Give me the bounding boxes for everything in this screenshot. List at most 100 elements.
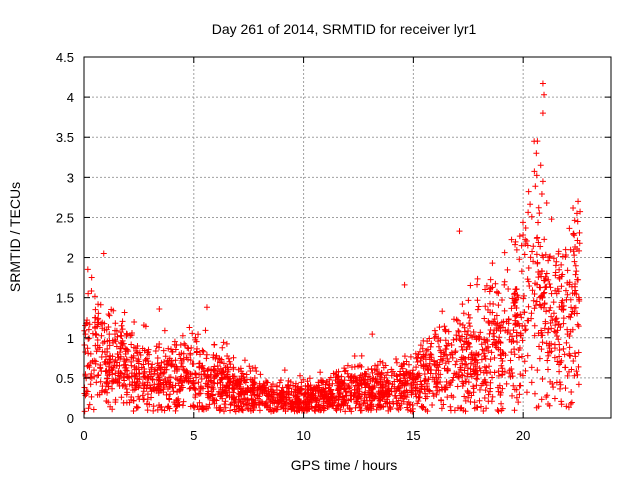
data-point (474, 306, 481, 313)
data-point (465, 354, 472, 361)
data-point (570, 205, 577, 212)
data-point (521, 358, 528, 365)
data-point (298, 407, 305, 414)
data-point (104, 372, 111, 379)
data-point (531, 332, 538, 339)
data-point (501, 368, 508, 375)
data-point (517, 330, 524, 337)
data-point (178, 357, 185, 364)
data-point (522, 367, 529, 374)
data-point (123, 391, 130, 398)
data-point (442, 337, 449, 344)
data-point (213, 372, 220, 379)
data-point (462, 361, 469, 368)
data-point (447, 403, 454, 410)
data-point (409, 370, 416, 377)
data-point (354, 395, 361, 402)
data-point (180, 366, 187, 373)
data-point (505, 316, 512, 323)
data-point (94, 372, 101, 379)
data-point (388, 372, 395, 379)
data-point (346, 404, 353, 411)
data-point (556, 353, 563, 360)
data-point (160, 347, 167, 354)
data-point (467, 282, 474, 289)
data-point (250, 379, 257, 386)
data-point (532, 183, 539, 190)
data-point (144, 407, 151, 414)
data-point (255, 395, 262, 402)
data-point (311, 407, 318, 414)
data-point (307, 394, 314, 401)
data-point (548, 290, 555, 297)
data-point (362, 384, 369, 391)
data-point (375, 370, 382, 377)
data-point (489, 260, 496, 267)
data-point (474, 297, 481, 304)
data-point (141, 347, 148, 354)
data-point (217, 366, 224, 373)
data-point (564, 372, 571, 379)
data-point (131, 372, 138, 379)
data-point (456, 228, 463, 235)
data-point (82, 392, 89, 399)
data-points (81, 80, 584, 415)
data-point (292, 392, 299, 399)
data-point (113, 343, 120, 350)
data-point (408, 382, 415, 389)
data-point (393, 400, 400, 407)
data-point (224, 368, 231, 375)
data-point (179, 332, 186, 339)
data-point (399, 395, 406, 402)
data-point (204, 373, 211, 380)
data-point (546, 307, 553, 314)
data-point (104, 359, 111, 366)
data-point (365, 383, 372, 390)
data-point (498, 319, 505, 326)
data-point (418, 355, 425, 362)
data-point (401, 381, 408, 388)
data-point (356, 376, 363, 383)
data-point (482, 286, 489, 293)
data-point (424, 393, 431, 400)
data-point (444, 394, 451, 401)
data-point (510, 327, 517, 334)
data-point (518, 353, 525, 360)
data-point (528, 315, 535, 322)
data-point (508, 236, 515, 243)
data-point (156, 376, 163, 383)
data-point (489, 374, 496, 381)
data-point (88, 370, 95, 377)
data-point (364, 402, 371, 409)
data-point (133, 404, 140, 411)
data-point (302, 393, 309, 400)
data-point (490, 330, 497, 337)
data-point (415, 393, 422, 400)
data-point (524, 242, 531, 249)
data-point (494, 406, 501, 413)
data-point (398, 392, 405, 399)
data-point (557, 381, 564, 388)
data-point (348, 396, 355, 403)
data-point (516, 382, 523, 389)
data-point (524, 317, 531, 324)
data-point (219, 388, 226, 395)
data-point (558, 357, 565, 364)
data-point (137, 351, 144, 358)
data-point (345, 385, 352, 392)
data-point (548, 348, 555, 355)
data-point (511, 407, 518, 414)
data-point (464, 370, 471, 377)
data-point (144, 396, 151, 403)
data-point (238, 378, 245, 385)
data-point (204, 390, 211, 397)
data-point (542, 251, 549, 258)
data-point (489, 393, 496, 400)
data-point (528, 310, 535, 317)
data-point (440, 401, 447, 408)
data-point (538, 273, 545, 280)
data-point (499, 297, 506, 304)
data-point (187, 357, 194, 364)
data-point (379, 394, 386, 401)
data-point (155, 381, 162, 388)
